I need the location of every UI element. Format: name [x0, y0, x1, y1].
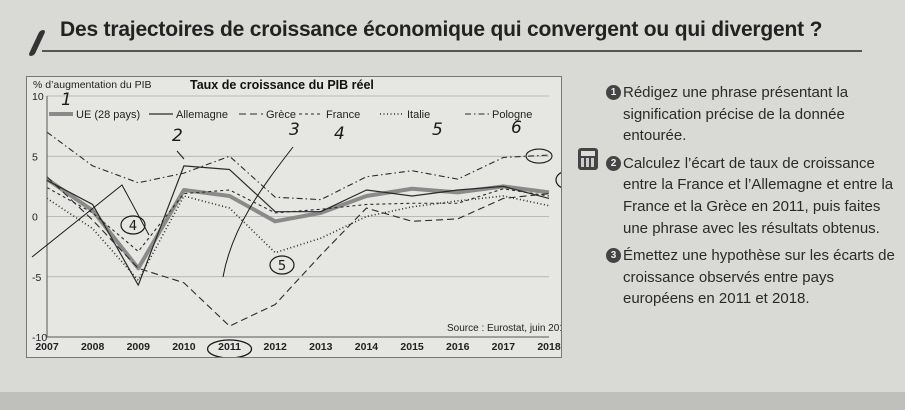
handwritten-circle: [555, 172, 561, 188]
y-tick-label: 5: [32, 151, 38, 163]
title-rule: [42, 50, 862, 52]
x-tick-label: 2018: [537, 341, 561, 353]
title-decoration: [27, 30, 47, 56]
y-tick-label: -10: [32, 332, 47, 344]
handwritten-number: 3: [289, 120, 300, 140]
question-2: 2 Calculez l’écart de taux de croissance…: [606, 153, 896, 239]
question-text: Calculez l’écart de taux de croissance e…: [623, 154, 894, 237]
series-line: [46, 176, 550, 327]
series-line: [46, 165, 550, 286]
legend-label: UE (28 pays): [76, 109, 140, 121]
handwritten-circle: [120, 215, 146, 235]
x-tick-label: 2011: [218, 341, 241, 353]
handwritten-number: 5: [278, 259, 286, 274]
x-tick-label: 2007: [35, 341, 59, 353]
x-tick-label: 2015: [400, 341, 424, 353]
series-line: [46, 131, 550, 201]
question-text: Émettez une hypothèse sur les écarts de …: [623, 247, 895, 308]
handwritten-number: 4: [129, 219, 137, 234]
legend-label: France: [326, 109, 360, 121]
x-tick-label: 2010: [172, 341, 196, 353]
legend-label: Italie: [407, 109, 430, 121]
question-1: 1 Rédigez une phrase présentant la signi…: [606, 82, 896, 147]
legend-label: Allemagne: [176, 109, 228, 121]
question-list: 1 Rédigez une phrase présentant la signi…: [606, 82, 896, 316]
y-tick-label: 10: [32, 91, 44, 103]
x-tick-label: 2008: [81, 341, 105, 353]
handwritten-circle: [269, 255, 295, 275]
line-chart: % d’augmentation du PIB Taux de croissan…: [31, 78, 561, 357]
page-edge: [0, 392, 905, 410]
handwritten-stroke: [176, 150, 185, 160]
x-tick-label: 2016: [446, 341, 470, 353]
highlight-circle: [206, 339, 253, 357]
x-tick-label: 2012: [264, 341, 288, 353]
handwritten-circle: [525, 148, 553, 164]
x-tick-label: 2014: [355, 341, 379, 353]
handwritten-number: 4: [334, 124, 345, 144]
question-number: 3: [606, 248, 621, 264]
series-lines: [45, 131, 550, 327]
handwritten-number: 6: [511, 118, 522, 138]
axes: % d’augmentation du PIB Taux de croissan…: [32, 78, 561, 357]
question-text: Rédigez une phrase présentant la signifi…: [623, 84, 849, 145]
handwritten-stroke: [222, 146, 294, 278]
legend-label: Pologne: [492, 109, 532, 121]
page-title: Des trajectoires de croissance économiqu…: [60, 18, 823, 41]
question-3: 3 Émettez une hypothèse sur les écarts d…: [606, 245, 896, 310]
x-tick-label: 2013: [309, 341, 333, 353]
chart-container: % d’augmentation du PIB Taux de croissan…: [26, 76, 562, 358]
question-number: 2: [606, 155, 621, 171]
handwritten-annotations: 123456145: [31, 90, 561, 278]
series-line: [45, 177, 550, 271]
source-note: Source : Eurostat, juin 2019.: [447, 323, 561, 334]
series-line: [46, 195, 550, 282]
y-axis-label: % d’augmentation du PIB: [33, 79, 152, 91]
legend-label: Grèce: [266, 109, 296, 121]
chart-title: Taux de croissance du PIB réel: [190, 78, 374, 92]
handwritten-number: 2: [172, 126, 183, 146]
handwritten-number: 1: [61, 90, 72, 110]
legend: UE (28 pays) Allemagne Grèce France Italie Po…: [49, 109, 532, 121]
x-tick-label: 2009: [127, 341, 151, 353]
y-tick-label: 0: [32, 212, 38, 224]
x-tick-label: 2017: [492, 341, 516, 353]
handwritten-number: 5: [432, 120, 443, 140]
calculator-icon: [578, 148, 598, 170]
question-number: 1: [606, 85, 621, 100]
y-tick-label: -5: [32, 272, 41, 284]
series-line: [46, 187, 550, 252]
handwritten-stroke: [31, 184, 150, 258]
